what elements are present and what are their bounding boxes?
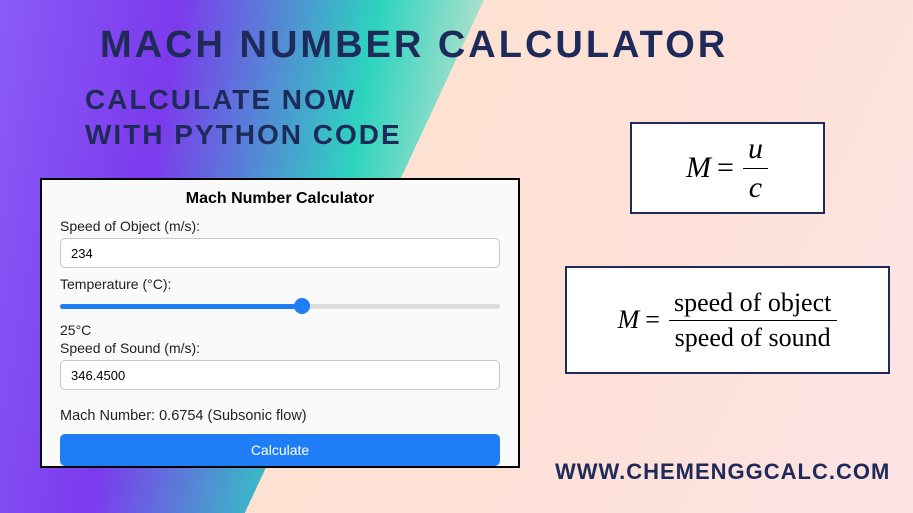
- equals-sign: =: [645, 305, 660, 335]
- calculator-title: Mach Number Calculator: [60, 190, 500, 208]
- formula1-fraction: u c: [742, 132, 769, 205]
- temperature-value: 25°C: [60, 322, 500, 338]
- slider-thumb[interactable]: [294, 298, 310, 314]
- calculator-panel: Mach Number Calculator Speed of Object (…: [40, 178, 520, 468]
- temperature-slider[interactable]: [60, 296, 500, 316]
- formula-short: M = u c: [630, 122, 825, 214]
- formula1-lhs: M: [686, 151, 711, 185]
- calculate-button[interactable]: Calculate: [60, 434, 500, 466]
- subtitle-line-2: WITH PYTHON CODE: [85, 117, 402, 152]
- website-url: WWW.CHEMENGGCALC.COM: [555, 459, 890, 485]
- speed-label: Speed of Object (m/s):: [60, 218, 500, 234]
- formula2-lhs: M: [618, 305, 640, 335]
- slider-fill: [60, 304, 302, 309]
- formula1-numerator: u: [742, 132, 769, 168]
- mach-result: Mach Number: 0.6754 (Subsonic flow): [60, 408, 500, 424]
- formula-long: M = speed of object speed of sound: [565, 266, 890, 374]
- speed-input[interactable]: [60, 238, 500, 268]
- formula2-denominator: speed of sound: [669, 320, 837, 353]
- subtitle-line-1: CALCULATE NOW: [85, 82, 402, 117]
- formula2-numerator: speed of object: [668, 288, 837, 320]
- formula2-fraction: speed of object speed of sound: [668, 288, 837, 353]
- equals-sign: =: [717, 151, 734, 185]
- page-subtitle: CALCULATE NOW WITH PYTHON CODE: [85, 82, 402, 152]
- page-title: MACH NUMBER CALCULATOR: [100, 24, 728, 67]
- sound-speed-label: Speed of Sound (m/s):: [60, 340, 500, 356]
- temperature-label: Temperature (°C):: [60, 276, 500, 292]
- formula1-denominator: c: [743, 168, 768, 205]
- sound-speed-input[interactable]: [60, 360, 500, 390]
